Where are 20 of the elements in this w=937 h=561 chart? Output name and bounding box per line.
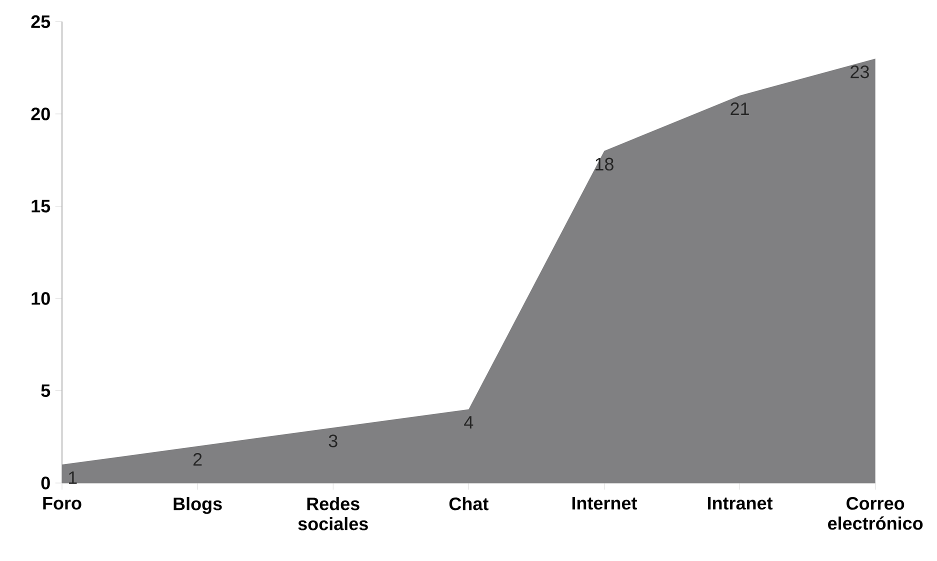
x-tick-label: Internet [572,497,638,510]
x-tick-label: Foro [43,497,82,510]
y-tick-label: 20 [31,108,50,120]
x-tick-label: Intranet [708,497,773,510]
y-tick-label: 5 [41,384,50,398]
x-tick-label: Blogs [174,497,222,514]
data-label: 3 [328,434,338,448]
data-label: 2 [193,453,202,466]
data-label: 23 [850,66,869,78]
data-label: 4 [464,416,474,429]
x-tick-label: Chat [449,497,488,510]
y-tick-label: 25 [31,15,50,28]
y-tick-label: 10 [32,292,50,305]
y-tick-label: 15 [32,200,50,212]
x-tick-label: Correo electrónico [828,497,923,530]
y-tick-label: 0 [41,476,50,490]
data-label: 1 [68,471,77,484]
data-label: 21 [730,102,749,115]
data-label: 18 [596,158,614,171]
x-tick-label: Redes sociales [298,497,368,530]
